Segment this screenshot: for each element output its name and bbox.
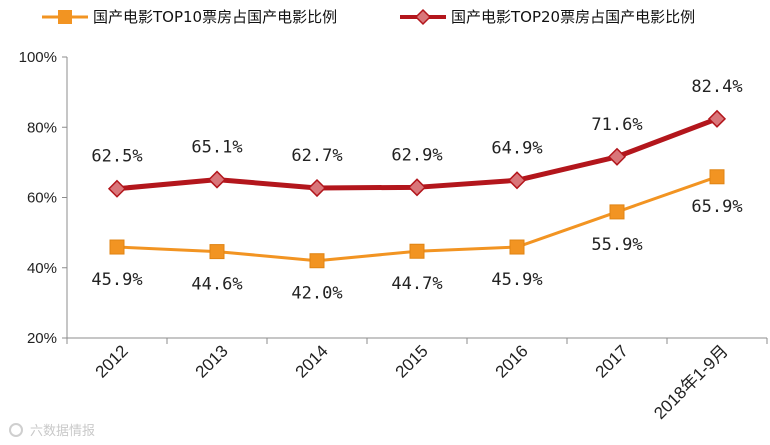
top10-data-label: 42.0% <box>291 284 342 304</box>
legend-top10-marker <box>58 10 72 24</box>
top10-data-label: 44.7% <box>391 274 442 294</box>
y-tick-label: 60% <box>27 190 57 207</box>
top20-point-marker <box>207 170 227 189</box>
legend: 国产电影TOP10票房占国产电影比例 国产电影TOP20票房占国产电影比例 <box>42 8 695 26</box>
top20-point-marker <box>707 109 727 128</box>
top10-data-label: 55.9% <box>591 235 642 255</box>
top20-data-label: 65.1% <box>191 138 242 158</box>
top20-data-label: 71.6% <box>591 115 642 135</box>
y-tick-label: 20% <box>27 330 57 347</box>
y-tick-label: 40% <box>27 260 57 277</box>
x-tick-label: 2014 <box>292 341 332 381</box>
x-tick-label: 2013 <box>192 341 232 381</box>
x-tick-label: 2012 <box>92 341 132 381</box>
top10-point-marker <box>209 244 225 260</box>
y-tick-label: 100% <box>19 49 57 66</box>
top20-point-marker <box>407 178 427 197</box>
watermark-text: 六数据情报 <box>30 424 95 439</box>
x-tick-label: 2016 <box>492 341 532 381</box>
data-labels: 45.9% 44.6% 42.0% 44.7% 45.9% 55.9% 65.9% 62.5%… <box>91 77 742 304</box>
top20-point-marker <box>107 179 127 198</box>
watermark-logo-icon <box>9 423 23 437</box>
top20-point-marker <box>607 147 627 166</box>
top20-data-label: 64.9% <box>491 138 542 158</box>
top10-point-marker <box>309 253 325 269</box>
x-tick-label: 2015 <box>392 341 432 381</box>
top10-point-marker <box>609 204 625 220</box>
x-tick-label: 2018年1-9月 <box>650 341 732 423</box>
top10-data-label: 45.9% <box>491 270 542 290</box>
series-markers <box>107 109 727 269</box>
top10-data-label: 45.9% <box>91 270 142 290</box>
top10-point-marker <box>509 239 525 255</box>
top20-point-marker <box>507 171 527 190</box>
top20-point-marker <box>307 178 327 198</box>
axes: 20% 40% 60% 80% 100% 2012 2013 2014 2015 2016 2017… <box>19 49 768 423</box>
top10-data-label: 65.9% <box>691 197 742 217</box>
x-tick-label: 2017 <box>592 341 632 381</box>
legend-top20-label: 国产电影TOP20票房占国产电影比例 <box>451 8 695 26</box>
top10-point-marker <box>109 239 125 255</box>
top10-point-marker <box>409 243 425 259</box>
top10-point-marker <box>709 169 725 185</box>
watermark: 六数据情报 <box>9 423 95 439</box>
legend-top10-label: 国产电影TOP10票房占国产电影比例 <box>93 8 337 26</box>
top20-data-label: 62.9% <box>391 145 442 165</box>
y-tick-label: 80% <box>27 119 57 136</box>
top20-data-label: 62.5% <box>91 147 142 167</box>
top20-data-label: 82.4% <box>691 77 742 97</box>
legend-top20-marker <box>414 8 432 26</box>
top10-data-label: 44.6% <box>191 275 242 295</box>
top20-data-label: 62.7% <box>291 146 342 166</box>
